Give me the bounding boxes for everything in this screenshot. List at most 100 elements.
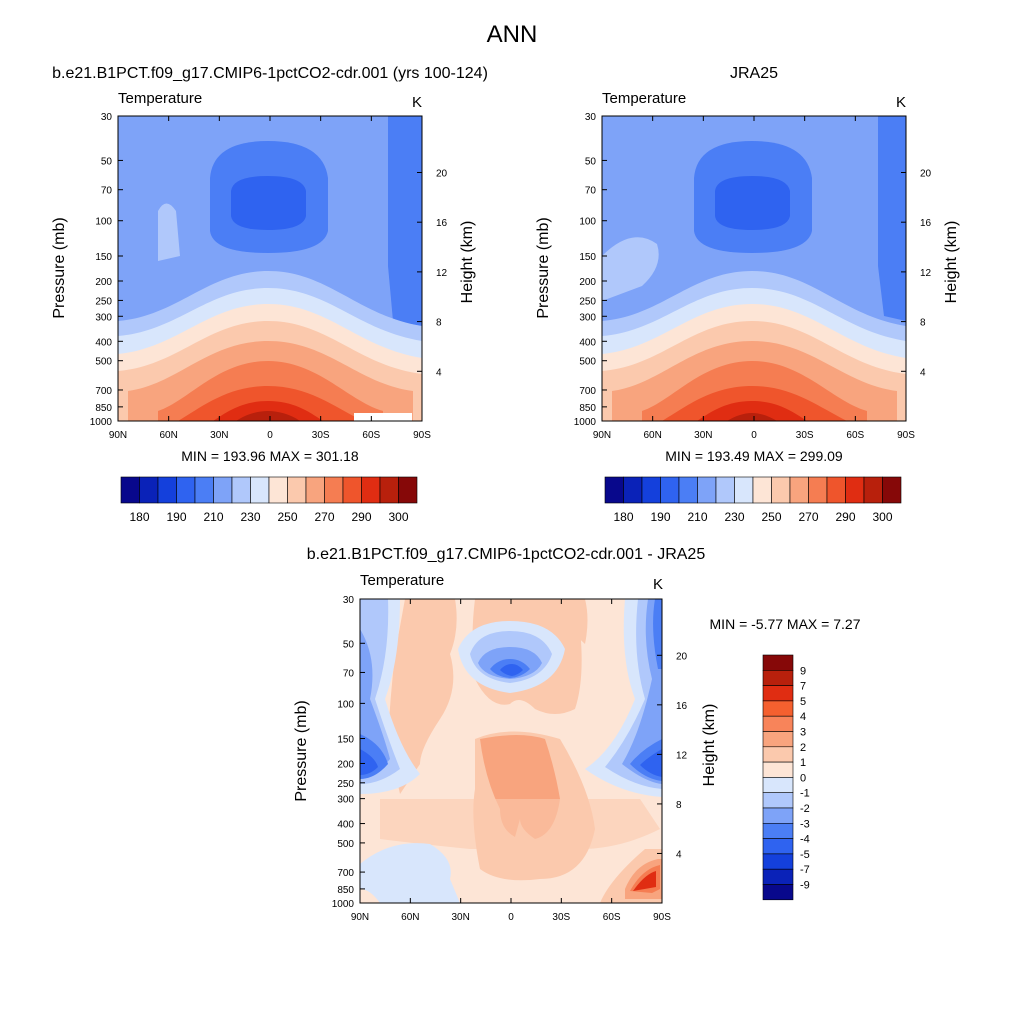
panel-reference-band-8 [697, 401, 807, 421]
panel-reference-y2-tick-label: 20 [920, 168, 932, 179]
panel-model-x-tick-label: 0 [267, 430, 273, 441]
colorbar-reference-label: 290 [835, 510, 855, 524]
colorbar-difference-swatch [762, 669, 794, 686]
panel-difference-hot-corner-3 [633, 871, 656, 891]
panel-difference-right-cold-3 [622, 599, 662, 784]
panel-model-y2-tick-label: 8 [436, 318, 442, 329]
colorbar-reference-swatch [623, 476, 643, 504]
colorbar-model-label: 290 [351, 510, 371, 524]
colorbar-difference-label: 2 [800, 742, 806, 754]
colorbar-reference-label: 230 [724, 510, 744, 524]
panel-model-plot-area [117, 115, 423, 422]
panel-model-y-tick-label: 1000 [90, 417, 113, 428]
panel-reference-y2-tick-label: 16 [920, 218, 932, 229]
colorbar-model-label: 210 [203, 510, 223, 524]
colorbar-reference-swatch [826, 476, 846, 504]
colorbar-reference-swatch [752, 476, 772, 504]
panel-model-high-lat-band [388, 116, 422, 326]
colorbar-reference-swatch [641, 476, 661, 504]
colorbar-model-swatch [287, 476, 307, 504]
panel-model-x-tick-label: 60N [159, 430, 177, 441]
colorbar-model-label: 230 [240, 510, 260, 524]
panel-reference-ylabel-right: Height (km) [943, 221, 960, 304]
colorbar-model-swatch [176, 476, 196, 504]
panel-reference-x-tick-label: 60S [846, 430, 864, 441]
colorbar-difference-swatch [762, 807, 794, 824]
panel-reference: JRA25 Temperature K Pressure (mb) Height… [535, 65, 960, 464]
panel-model: b.e21.B1PCT.f09_g17.CMIP6-1pctCO2-cdr.00… [51, 65, 488, 464]
panel-model-y-tick-label: 300 [95, 312, 112, 323]
panel-difference-y-tick-label: 150 [337, 735, 354, 746]
panel-reference-y-tick-label: 250 [579, 296, 596, 307]
colorbar-layer: 180 190 210 230 250 270 290 300 180 190 210 230 250 2… [120, 476, 902, 901]
panel-difference-y2-tick-label: 4 [676, 849, 682, 860]
panel-reference-title: JRA25 [730, 65, 778, 82]
colorbar-reference-label: 190 [650, 510, 670, 524]
panel-reference-y-tick-label: 200 [579, 277, 596, 288]
panel-model-y2-tick-label: 4 [436, 367, 442, 378]
colorbar-model-swatch [120, 476, 140, 504]
panel-difference: b.e21.B1PCT.f09_g17.CMIP6-1pctCO2-cdr.00… [293, 546, 861, 904]
panel-reference-y-tick-label: 400 [579, 337, 596, 348]
panel-model-y-tick-label: 200 [95, 277, 112, 288]
colorbar-model-swatch [305, 476, 325, 504]
panel-difference-y-tick-label: 100 [337, 699, 354, 710]
colorbar-difference-label: 7 [800, 681, 806, 693]
colorbar-reference-label: 270 [798, 510, 818, 524]
colorbar-difference-swatch [762, 731, 794, 748]
panel-difference-x-tick-label: 30S [552, 912, 570, 923]
colorbar-difference-label: -7 [800, 864, 810, 876]
panel-reference-x-tick-label: 90N [593, 430, 611, 441]
panel-difference-y2-tick-label: 8 [676, 800, 682, 811]
panel-reference-y-tick-label: 700 [579, 386, 596, 397]
panel-model-y-tick-label: 700 [95, 386, 112, 397]
colorbar-model-swatch [324, 476, 344, 504]
colorbar-model-label: 190 [166, 510, 186, 524]
colorbar-difference-swatch [762, 838, 794, 855]
panel-reference-x-tick-label: 0 [751, 430, 757, 441]
panel-model-y-tick-label: 70 [101, 186, 113, 197]
panel-reference-ylabel: Pressure (mb) [535, 217, 552, 318]
colorbar-difference: 9 7 5 4 3 2 1 0 -1 -2 -3 -4 -5 -7 -9 [762, 654, 810, 901]
panel-difference-y-tick-label: 30 [343, 595, 355, 606]
panel-model-y-tick-label: 250 [95, 296, 112, 307]
colorbar-difference-swatch [762, 777, 794, 794]
colorbar-model-swatch [398, 476, 418, 504]
colorbar-difference-label: -9 [800, 880, 810, 892]
colorbar-reference-swatch [771, 476, 791, 504]
panel-model-y-tick-label: 50 [101, 156, 113, 167]
colorbar-reference-label: 250 [761, 510, 781, 524]
panel-reference-stats: MIN = 193.49 MAX = 299.09 [665, 448, 843, 464]
panel-difference-units: K [653, 576, 663, 593]
colorbar-model-label: 180 [129, 510, 149, 524]
panel-reference-y-tick-label: 300 [579, 312, 596, 323]
panel-difference-x-tick-label: 60N [401, 912, 419, 923]
colorbar-reference-swatch [734, 476, 754, 504]
panel-difference-y-tick-label: 200 [337, 759, 354, 770]
colorbar-reference-swatch [882, 476, 902, 504]
panel-model-warm-patch [158, 203, 180, 261]
panel-difference-cool-ring-5 [500, 664, 523, 676]
panel-difference-x-tick-label: 90S [653, 912, 671, 923]
colorbar-model-label: 270 [314, 510, 334, 524]
colorbar-reference-swatch [604, 476, 624, 504]
panel-model-axes: 30 50 70 100 150 200 250 300 400 500 700 850 1000 20 1… [90, 112, 448, 441]
panel-model-ylabel: Pressure (mb) [51, 217, 68, 318]
colorbar-model-swatch [379, 476, 399, 504]
panel-difference-warm-band [380, 799, 660, 849]
panel-model-x-tick-label: 60S [362, 430, 380, 441]
panel-model-cold-core-inner [231, 176, 306, 230]
colorbar-difference-swatch [762, 792, 794, 809]
panel-difference-warm-top-right [555, 599, 588, 644]
colorbar-model-label: 250 [277, 510, 297, 524]
panel-difference-y-tick-label: 1000 [332, 899, 355, 910]
panel-reference-x-tick-label: 30N [694, 430, 712, 441]
colorbar-difference-label: -2 [800, 803, 810, 815]
colorbar-reference-label: 210 [687, 510, 707, 524]
panel-difference-plot-area [359, 598, 663, 904]
panel-difference-x-tick-label: 60S [603, 912, 621, 923]
panel-model-y2-tick-label: 12 [436, 268, 448, 279]
colorbar-reference-swatch [715, 476, 735, 504]
panel-difference-y-tick-label: 70 [343, 668, 355, 679]
colorbar-difference-label: 4 [800, 711, 806, 723]
